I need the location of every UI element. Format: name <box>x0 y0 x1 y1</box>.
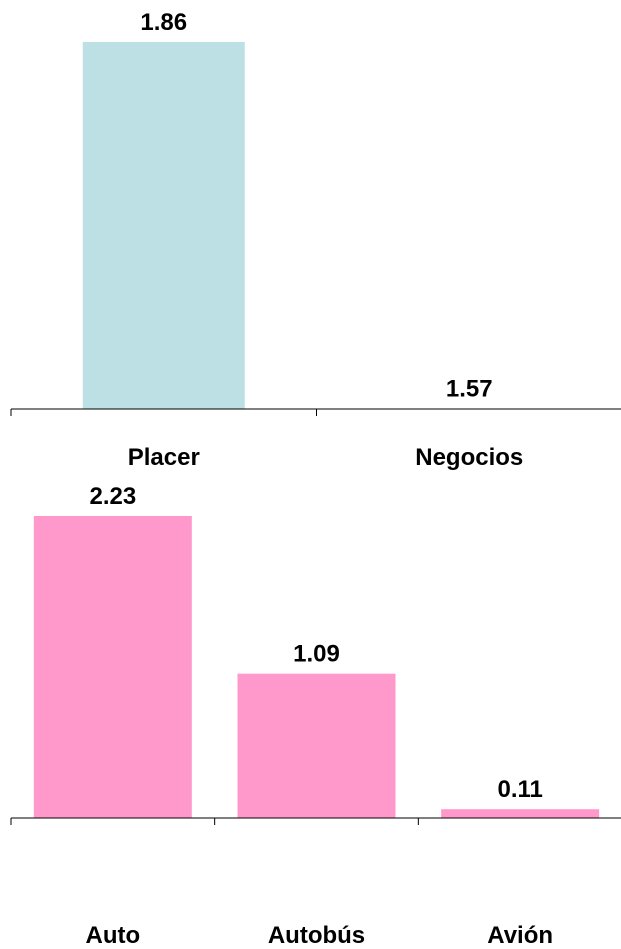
data-label: 0.11 <box>497 776 542 803</box>
category-label: Avión <box>487 922 553 949</box>
bar-avión <box>441 809 600 818</box>
category-label: Negocios <box>415 444 523 471</box>
bar-auto <box>33 516 192 818</box>
category-label: Auto <box>86 922 141 949</box>
bar-autobús <box>237 673 396 818</box>
data-label: 1.86 <box>140 9 187 36</box>
data-label: 1.09 <box>293 641 340 668</box>
data-label: 2.23 <box>89 483 136 510</box>
category-label: Placer <box>128 444 200 471</box>
bar-placer <box>82 42 245 409</box>
category-label: Autobús <box>268 922 365 949</box>
data-label: 1.57 <box>446 376 493 403</box>
